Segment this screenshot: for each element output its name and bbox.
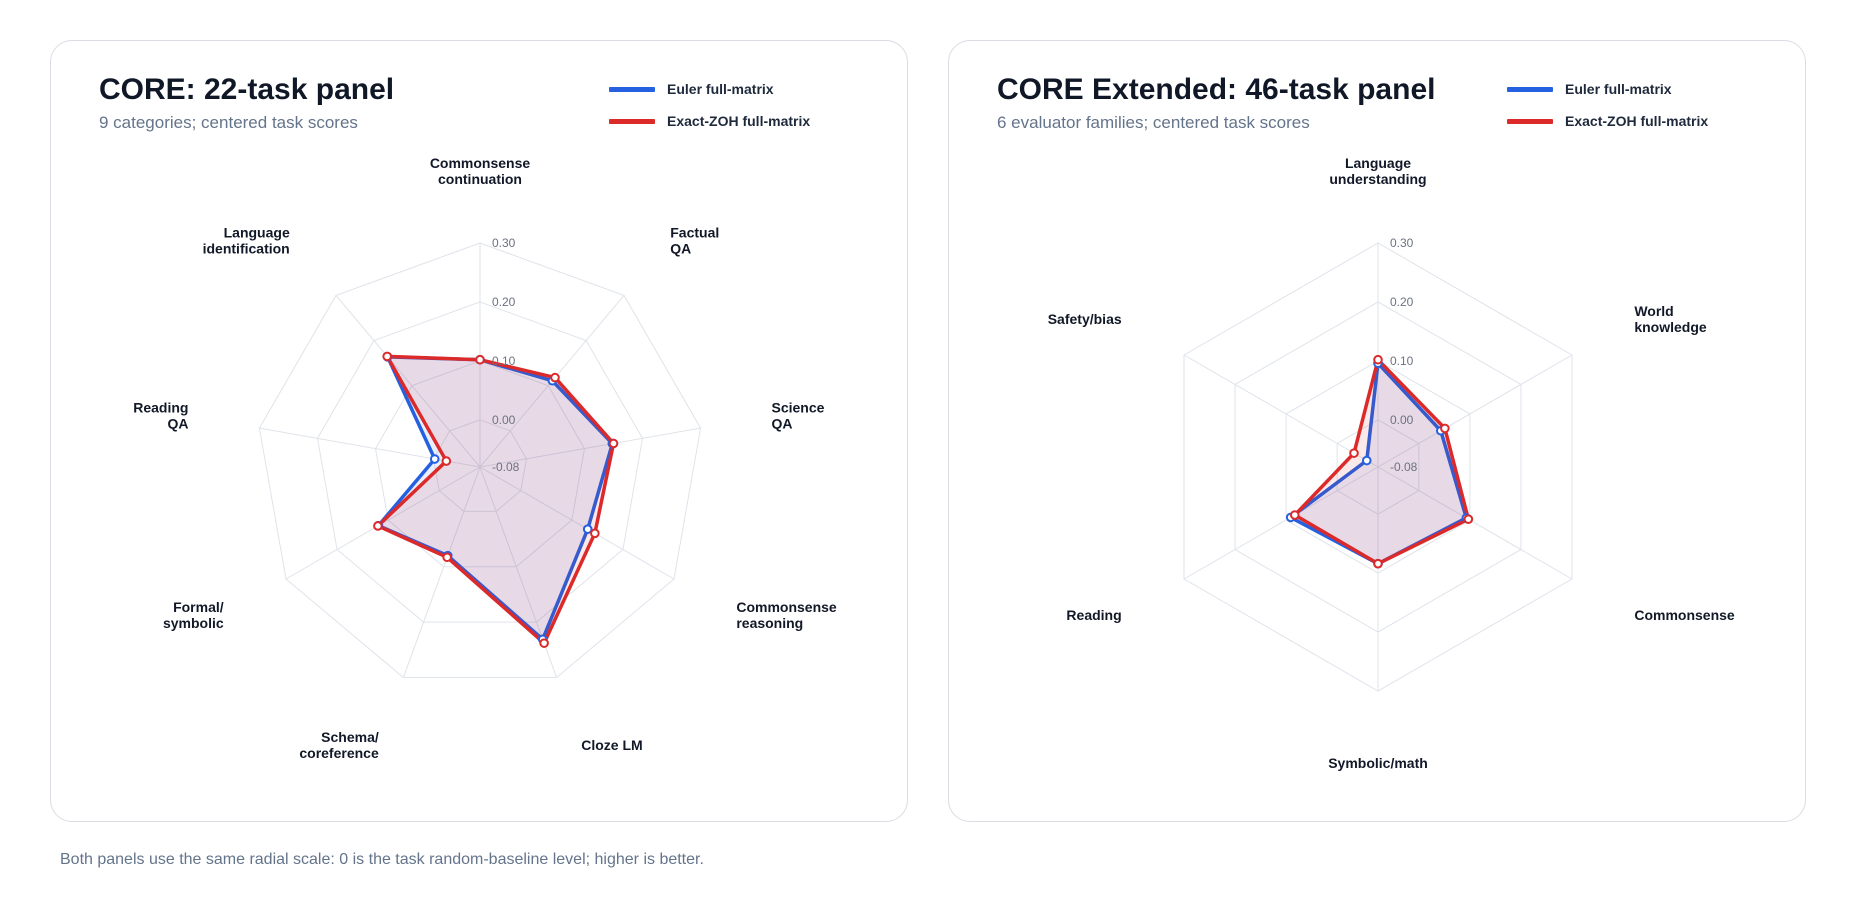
legend-item-euler: Euler full-matrix	[1507, 73, 1708, 105]
legend-swatch-zoh	[609, 118, 655, 124]
category-label: Language understanding	[1329, 155, 1426, 187]
category-label: Science QA	[772, 400, 825, 432]
category-label: Formal/symbolic	[163, 599, 224, 631]
grid-ring	[374, 360, 586, 568]
grid-ring	[316, 301, 644, 623]
data-point-zoh	[1289, 510, 1300, 520]
r-tick-label: 0.30	[1390, 236, 1414, 250]
panel-title: CORE Extended: 46-task panel	[997, 73, 1436, 106]
category-label: Commonsense reasoning	[736, 599, 837, 631]
legend-swatch-euler	[609, 86, 655, 92]
r-tick-label: -0.08	[1390, 460, 1418, 474]
data-point-zoh	[1373, 354, 1383, 365]
data-point-zoh	[373, 521, 383, 531]
data-point-euler	[582, 524, 593, 534]
category-label: World knowledge	[1634, 303, 1707, 335]
grid-ring	[258, 242, 702, 678]
r-tick-label: 0.10	[1390, 354, 1414, 368]
grid-spoke	[1183, 354, 1379, 468]
grid-spoke	[1377, 354, 1573, 468]
grid-ring	[433, 419, 527, 512]
data-point-zoh	[442, 552, 452, 563]
footer-caption: Both panels use the same radial scale: 0…	[60, 851, 704, 868]
data-point-zoh	[550, 372, 560, 383]
grid-spoke	[335, 295, 481, 468]
radar-chart-core: -0.08 0.00 0.10 0.20 0.30 Commonsense continua…	[133, 155, 837, 761]
series-polygon-euler	[376, 355, 615, 642]
category-label: Safety/bias	[1048, 311, 1122, 327]
data-point-zoh	[590, 528, 600, 539]
category-label: Symbolic/math	[1328, 755, 1428, 771]
grid-spoke	[402, 466, 481, 678]
data-point-zoh	[1463, 514, 1474, 524]
category-label: Schema/coreference	[299, 729, 379, 761]
grid-spoke	[479, 466, 675, 580]
category-label: Language identification	[203, 224, 290, 256]
r-tick-label: 0.20	[492, 295, 516, 309]
r-tick-label: 0.00	[1390, 413, 1414, 427]
legend-label-euler: Euler full-matrix	[667, 81, 774, 97]
category-label: Commonsense	[1634, 607, 1735, 623]
data-point-zoh	[539, 638, 549, 648]
data-point-zoh	[382, 351, 392, 362]
legend-item-zoh: Exact-ZOH full-matrix	[1507, 105, 1708, 137]
panel-subtitle: 9 categories; centered task scores	[99, 113, 358, 132]
grid-spoke	[1183, 466, 1379, 580]
legend-item-euler: Euler full-matrix	[609, 73, 810, 105]
category-label: Cloze LM	[581, 737, 642, 753]
panel-title: CORE: 22-task panel	[99, 73, 395, 106]
r-tick-label: 0.20	[1390, 295, 1414, 309]
data-point-zoh	[608, 438, 619, 449]
legend-label-zoh: Exact-ZOH full-matrix	[1565, 113, 1709, 129]
data-point-zoh	[475, 354, 485, 365]
core-extended-panel: CORE Extended: 46-task panel 6 evaluator…	[948, 40, 1806, 822]
data-point-euler	[1361, 455, 1372, 466]
data-point-zoh	[441, 456, 452, 466]
grid-spoke	[1377, 466, 1573, 580]
r-tick-label: 0.30	[492, 236, 516, 250]
legend-label-euler: Euler full-matrix	[1565, 81, 1672, 97]
data-point-euler	[429, 454, 440, 464]
category-label: Reading	[1066, 607, 1121, 623]
legend: Euler full-matrix Exact-ZOH full-matrix	[609, 73, 810, 137]
category-label: Commonsense continuation	[430, 155, 531, 187]
r-tick-label: 0.10	[492, 354, 516, 368]
data-point-zoh	[1373, 558, 1383, 569]
legend-swatch-euler	[1507, 86, 1553, 92]
legend: Euler full-matrix Exact-ZOH full-matrix	[1507, 73, 1708, 137]
r-tick-label: 0.00	[492, 413, 516, 427]
legend-item-zoh: Exact-ZOH full-matrix	[609, 105, 810, 137]
r-tick-label: -0.08	[492, 460, 520, 474]
category-label: Factual QA	[670, 224, 719, 256]
series-polygon-zoh	[376, 354, 616, 645]
legend-swatch-zoh	[1507, 118, 1553, 124]
panel-subtitle: 6 evaluator families; centered task scor…	[997, 113, 1310, 132]
data-point-zoh	[1349, 448, 1359, 458]
category-label: Reading QA	[133, 400, 188, 432]
grid-spoke	[479, 427, 701, 468]
data-point-zoh	[1440, 423, 1450, 434]
radar-chart-core-extended: -0.08 0.00 0.10 0.20 0.30 Language understandi…	[1048, 155, 1735, 771]
core-panel: CORE: 22-task panel 9 categories; center…	[50, 40, 908, 822]
legend-label-zoh: Exact-ZOH full-matrix	[667, 113, 811, 129]
